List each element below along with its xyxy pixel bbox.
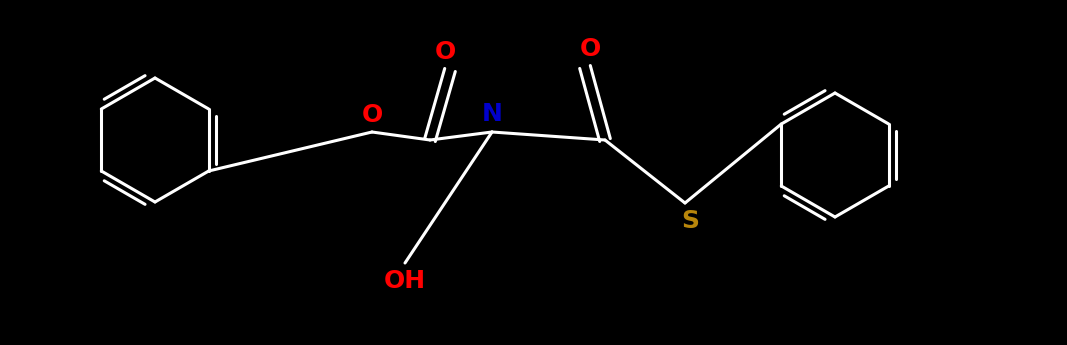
Text: O: O — [434, 40, 456, 64]
Text: O: O — [362, 103, 383, 127]
Text: N: N — [481, 102, 503, 126]
Text: S: S — [681, 209, 699, 233]
Text: OH: OH — [384, 269, 426, 293]
Text: O: O — [579, 37, 601, 61]
